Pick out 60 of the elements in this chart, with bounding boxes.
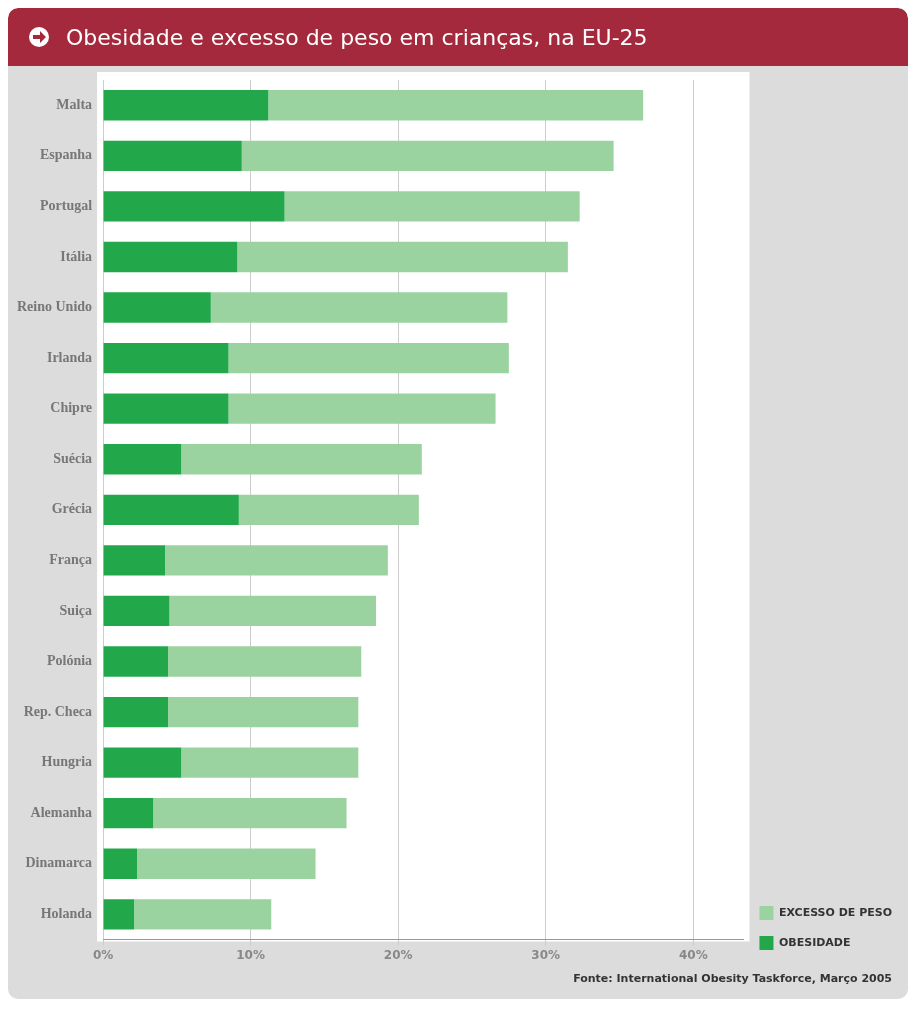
bar xyxy=(103,747,182,778)
bar xyxy=(103,241,238,273)
bar xyxy=(103,191,285,222)
y-tick-label: Espanha xyxy=(39,147,93,163)
bar xyxy=(103,646,168,677)
bar xyxy=(103,798,154,829)
y-tick-label: Reino Unido xyxy=(16,299,93,315)
bar xyxy=(168,696,359,728)
bar xyxy=(181,444,422,475)
bar xyxy=(210,292,508,323)
bar xyxy=(238,494,419,525)
bar xyxy=(103,444,182,475)
bar xyxy=(103,393,229,424)
y-tick-label: Portugal xyxy=(39,198,93,214)
bar xyxy=(103,848,138,879)
y-tick-label: Alemanha xyxy=(30,804,93,820)
y-tick-label: Dinamarca xyxy=(25,855,93,871)
bar xyxy=(103,342,229,374)
x-tick-label: 20% xyxy=(383,947,413,962)
bar xyxy=(103,140,242,172)
bar xyxy=(237,241,568,273)
bar xyxy=(103,494,239,525)
y-tick-label: Itália xyxy=(60,248,93,264)
bar xyxy=(228,393,496,424)
y-tick-label: Chipre xyxy=(50,400,93,416)
y-tick-label: Rep. Checa xyxy=(23,703,93,719)
x-tick-label: 0% xyxy=(92,947,114,962)
bar xyxy=(103,90,269,121)
x-tick-label: 40% xyxy=(678,947,708,962)
legend-label: EXCESSO DE PESO xyxy=(778,905,892,919)
bar xyxy=(153,798,347,829)
legend-label: OBESIDADE xyxy=(778,935,851,949)
bar xyxy=(268,90,644,121)
y-tick-label: Irlanda xyxy=(46,349,93,365)
y-tick-label: Polónia xyxy=(46,653,93,669)
bar xyxy=(134,899,272,930)
chart-title: Obesidade e excesso de peso em crianças, na EU-25 xyxy=(66,24,648,50)
bar xyxy=(103,545,166,576)
y-tick-label: Holanda xyxy=(40,905,93,921)
bar xyxy=(103,696,168,728)
x-tick-label: 30% xyxy=(531,947,561,962)
bar xyxy=(103,595,170,627)
bar xyxy=(241,140,614,172)
bar xyxy=(103,292,211,323)
x-tick-label: 10% xyxy=(236,947,265,962)
bar xyxy=(103,899,135,930)
bar xyxy=(228,342,509,374)
bar xyxy=(168,646,362,677)
bar xyxy=(165,545,388,576)
bar xyxy=(181,747,359,778)
y-tick-label: Suiça xyxy=(59,602,93,618)
y-tick-label: Hungria xyxy=(41,754,93,770)
y-tick-label: Malta xyxy=(56,96,93,112)
bar xyxy=(137,848,316,879)
y-tick-label: Grécia xyxy=(51,501,93,517)
bar xyxy=(169,595,377,627)
y-tick-label: Suécia xyxy=(53,450,93,466)
bar xyxy=(284,191,580,222)
y-tick-label: França xyxy=(49,551,93,567)
source-note: Fonte: International Obesity Taskforce, Março 2005 xyxy=(572,972,892,985)
